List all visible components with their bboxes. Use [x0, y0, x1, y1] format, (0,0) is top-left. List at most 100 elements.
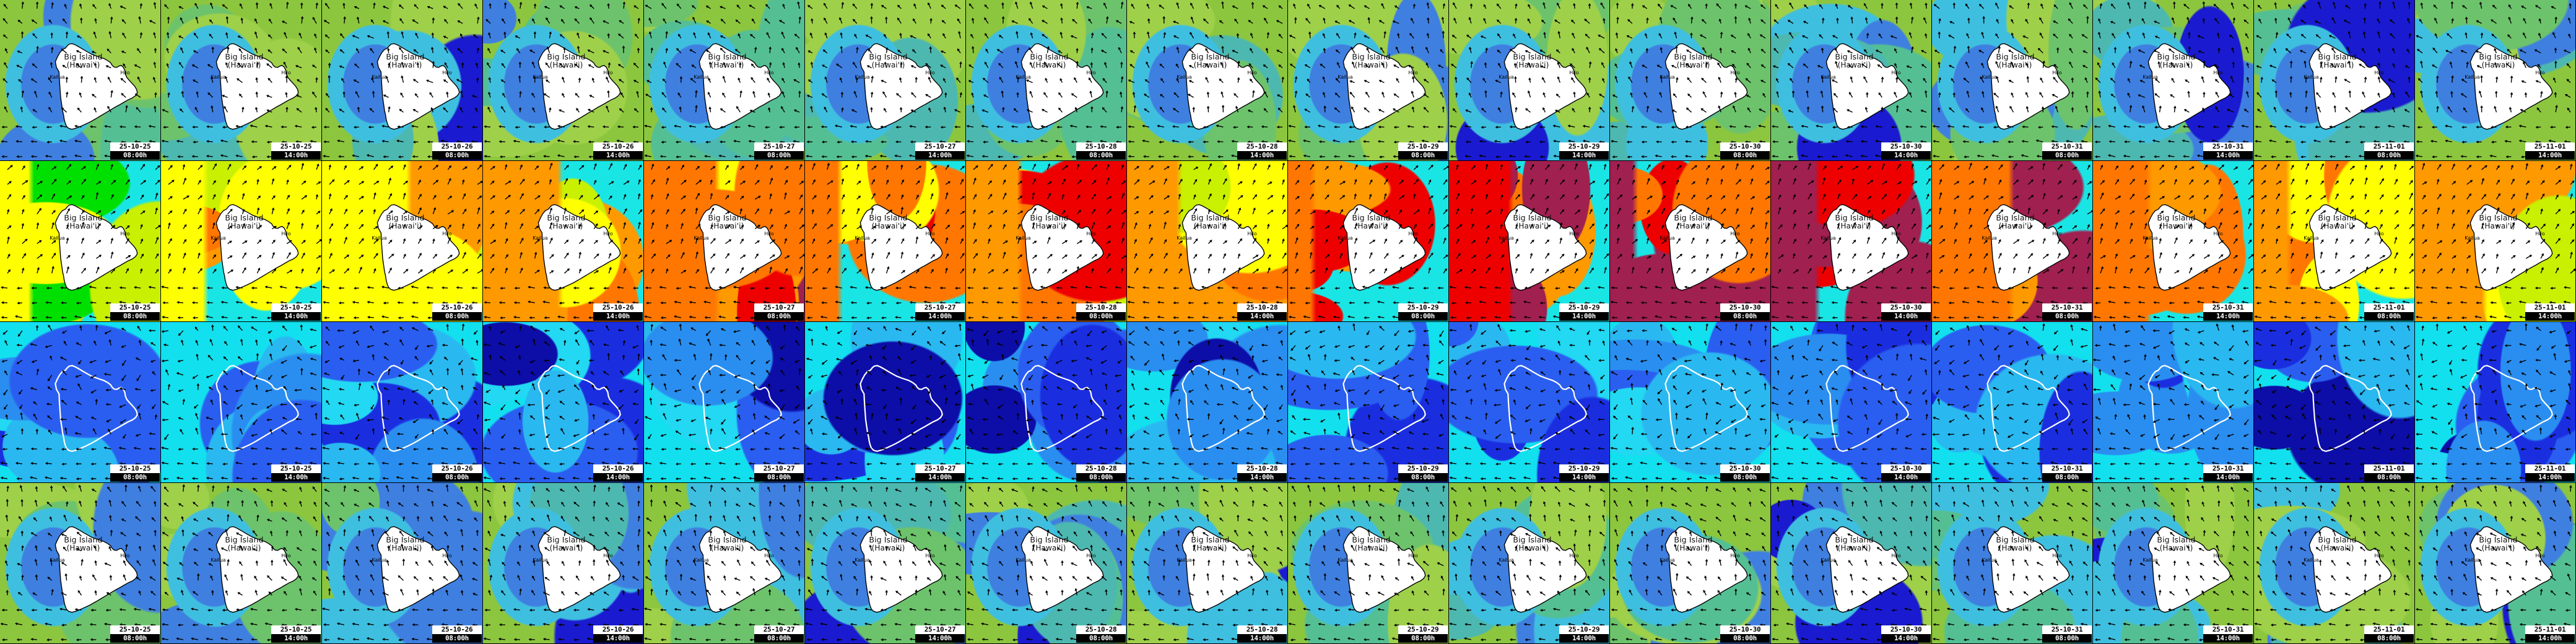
- forecast-panel[interactable]: 25-10-29 08:00h: [1288, 322, 1449, 483]
- forecast-panel[interactable]: Big Island (Hawai'i) Kailua Hilo 25-10-25 08:…: [0, 483, 161, 644]
- island-outline: [2308, 526, 2392, 613]
- town-label-kailua: Kailua: [855, 235, 869, 241]
- forecast-panel[interactable]: 25-11-01 08:00h: [2254, 322, 2415, 483]
- forecast-panel[interactable]: Big Island (Hawai'i) Kailua Hilo 25-10-29 14:…: [1449, 0, 1610, 161]
- forecast-panel[interactable]: Big Island (Hawai'i) Kailua Hilo 25-11-01 14:…: [2415, 0, 2576, 161]
- timestamp-date: 25-10-26: [432, 625, 482, 634]
- forecast-panel[interactable]: Big Island (Hawai'i) Kailua Hilo 25-10-27 14:…: [805, 483, 966, 644]
- forecast-panel[interactable]: Big Island (Hawai'i) Kailua Hilo 25-11-01 08:…: [2254, 483, 2415, 644]
- forecast-panel[interactable]: Big Island (Hawai'i) Kailua Hilo 25-10-31 08:…: [1932, 0, 2093, 161]
- timestamp-time: 08:00h: [2364, 312, 2414, 321]
- timestamp-stamp: 25-11-01 14:00h: [2525, 142, 2575, 160]
- island-name-label: Big Island (Hawai'i): [2157, 214, 2195, 230]
- forecast-panel[interactable]: Big Island (Hawai'i) Kailua Hilo 25-10-29 08:…: [1288, 483, 1449, 644]
- island-outline: [859, 526, 943, 613]
- forecast-panel[interactable]: 25-11-01 14:00h: [2415, 322, 2576, 483]
- forecast-panel[interactable]: Big Island (Hawai'i) Kailua Hilo 25-11-01 08:…: [2254, 0, 2415, 161]
- timestamp-time: 14:00h: [1237, 634, 1287, 643]
- forecast-panel[interactable]: Big Island (Hawai'i) Kailua Hilo 25-10-28 14:…: [1127, 483, 1288, 644]
- forecast-panel[interactable]: Big Island (Hawai'i) Kailua Hilo 25-10-31 08:…: [1932, 483, 2093, 644]
- town-label-kailua: Kailua: [211, 74, 225, 80]
- forecast-panel[interactable]: 25-10-31 14:00h: [2093, 322, 2254, 483]
- forecast-panel[interactable]: Big Island (Hawai'i) Kailua Hilo 25-10-25 08:…: [0, 161, 161, 322]
- forecast-panel[interactable]: Big Island (Hawai'i) Kailua Hilo 25-10-27 14:…: [805, 0, 966, 161]
- timestamp-stamp: 25-10-25 08:00h: [110, 625, 160, 643]
- forecast-panel[interactable]: Big Island (Hawai'i) Kailua Hilo 25-10-28 08:…: [966, 0, 1127, 161]
- forecast-panel[interactable]: Big Island (Hawai'i) Kailua Hilo 25-10-27 08:…: [644, 483, 805, 644]
- island-outline: [215, 43, 299, 130]
- forecast-panel[interactable]: Big Island (Hawai'i) Kailua Hilo 25-10-29 14:…: [1449, 483, 1610, 644]
- timestamp-stamp: 25-10-27 14:00h: [915, 142, 965, 160]
- timestamp-date: 25-10-25: [271, 625, 321, 634]
- forecast-panel[interactable]: 25-10-27 08:00h: [644, 322, 805, 483]
- island-name-label: Big Island (Hawai'i): [1513, 53, 1551, 69]
- forecast-panel[interactable]: 25-10-28 14:00h: [1127, 322, 1288, 483]
- forecast-panel[interactable]: Big Island (Hawai'i) Kailua Hilo 25-10-30 08:…: [1610, 0, 1771, 161]
- town-label-kailua: Kailua: [1821, 74, 1835, 80]
- forecast-panel[interactable]: Big Island (Hawai'i) Kailua Hilo 25-10-31 14:…: [2093, 0, 2254, 161]
- forecast-panel[interactable]: 25-10-25 08:00h: [0, 322, 161, 483]
- forecast-panel[interactable]: Big Island (Hawai'i) Kailua Hilo 25-10-30 08:…: [1610, 161, 1771, 322]
- timestamp-time: 14:00h: [1237, 151, 1287, 160]
- forecast-panel[interactable]: 25-10-30 08:00h: [1610, 322, 1771, 483]
- forecast-panel[interactable]: Big Island (Hawai'i) Kailua Hilo 25-10-31 14:…: [2093, 483, 2254, 644]
- forecast-panel[interactable]: Big Island (Hawai'i) Kailua Hilo 25-10-29 08:…: [1288, 161, 1449, 322]
- forecast-panel[interactable]: Big Island (Hawai'i) Kailua Hilo 25-10-27 08:…: [644, 161, 805, 322]
- forecast-panel[interactable]: Big Island (Hawai'i) Kailua Hilo 25-10-31 08:…: [1932, 161, 2093, 322]
- town-label-kailua: Kailua: [2143, 557, 2157, 563]
- timestamp-stamp: 25-11-01 14:00h: [2525, 464, 2575, 482]
- island-outline: [2308, 204, 2392, 291]
- forecast-panel[interactable]: Big Island (Hawai'i) Kailua Hilo 25-11-01 08:…: [2254, 161, 2415, 322]
- forecast-panel[interactable]: 25-10-26 08:00h: [322, 322, 483, 483]
- forecast-panel[interactable]: Big Island (Hawai'i) Kailua Hilo 25-10-30 14:…: [1771, 483, 1932, 644]
- forecast-panel[interactable]: Big Island (Hawai'i) Kailua Hilo 25-10-25 14:…: [161, 161, 322, 322]
- timestamp-date: 25-10-29: [1559, 142, 1609, 151]
- town-label-kailua: Kailua: [2465, 235, 2479, 241]
- forecast-panel[interactable]: Big Island (Hawai'i) Kailua Hilo 25-10-26 14:…: [483, 483, 644, 644]
- timestamp-date: 25-10-28: [1237, 625, 1287, 634]
- forecast-panel[interactable]: Big Island (Hawai'i) Kailua Hilo 25-10-25 08:…: [0, 0, 161, 161]
- forecast-panel[interactable]: Big Island (Hawai'i) Kailua Hilo 25-11-01 14:…: [2415, 161, 2576, 322]
- town-label-kailua: Kailua: [372, 235, 386, 241]
- forecast-panel[interactable]: Big Island (Hawai'i) Kailua Hilo 25-10-29 08:…: [1288, 0, 1449, 161]
- forecast-panel[interactable]: Big Island (Hawai'i) Kailua Hilo 25-10-30 14:…: [1771, 161, 1932, 322]
- island-outline: [215, 365, 299, 452]
- timestamp-stamp: 25-10-26 14:00h: [593, 464, 643, 482]
- forecast-panel[interactable]: 25-10-25 14:00h: [161, 322, 322, 483]
- forecast-panel[interactable]: Big Island (Hawai'i) Kailua Hilo 25-10-30 08:…: [1610, 483, 1771, 644]
- forecast-panel[interactable]: Big Island (Hawai'i) Kailua Hilo 25-10-26 08:…: [322, 483, 483, 644]
- forecast-panel[interactable]: Big Island (Hawai'i) Kailua Hilo 25-10-27 08:…: [644, 0, 805, 161]
- forecast-panel[interactable]: Big Island (Hawai'i) Kailua Hilo 25-10-31 14:…: [2093, 161, 2254, 322]
- forecast-panel[interactable]: Big Island (Hawai'i) Kailua Hilo 25-10-28 08:…: [966, 161, 1127, 322]
- town-label-kailua: Kailua: [2465, 557, 2479, 563]
- forecast-panel[interactable]: 25-10-30 14:00h: [1771, 322, 1932, 483]
- forecast-panel[interactable]: Big Island (Hawai'i) Kailua Hilo 25-10-30 14:…: [1771, 0, 1932, 161]
- forecast-panel[interactable]: Big Island (Hawai'i) Kailua Hilo 25-10-25 14:…: [161, 483, 322, 644]
- timestamp-stamp: 25-11-01 08:00h: [2364, 142, 2414, 160]
- forecast-panel[interactable]: 25-10-28 08:00h: [966, 322, 1127, 483]
- timestamp-date: 25-10-25: [110, 142, 160, 151]
- timestamp-time: 08:00h: [110, 634, 160, 643]
- forecast-panel[interactable]: Big Island (Hawai'i) Kailua Hilo 25-10-28 14:…: [1127, 0, 1288, 161]
- forecast-panel[interactable]: 25-10-29 14:00h: [1449, 322, 1610, 483]
- forecast-panel[interactable]: Big Island (Hawai'i) Kailua Hilo 25-10-26 08:…: [322, 161, 483, 322]
- forecast-panel[interactable]: Big Island (Hawai'i) Kailua Hilo 25-10-29 14:…: [1449, 161, 1610, 322]
- forecast-panel[interactable]: Big Island (Hawai'i) Kailua Hilo 25-10-26 14:…: [483, 161, 644, 322]
- forecast-panel[interactable]: 25-10-31 08:00h: [1932, 322, 2093, 483]
- forecast-panel[interactable]: Big Island (Hawai'i) Kailua Hilo 25-10-26 08:…: [322, 0, 483, 161]
- island-name-secondary: (Hawai'i): [1835, 61, 1873, 69]
- forecast-panel[interactable]: Big Island (Hawai'i) Kailua Hilo 25-10-25 14:…: [161, 0, 322, 161]
- timestamp-time: 14:00h: [593, 151, 643, 160]
- forecast-panel[interactable]: Big Island (Hawai'i) Kailua Hilo 25-10-26 14:…: [483, 0, 644, 161]
- forecast-panel[interactable]: Big Island (Hawai'i) Kailua Hilo 25-10-27 14:…: [805, 161, 966, 322]
- timestamp-date: 25-10-30: [1881, 625, 1931, 634]
- town-label-kailua: Kailua: [1177, 557, 1191, 563]
- forecast-panel[interactable]: 25-10-27 14:00h: [805, 322, 966, 483]
- island-outline: [2308, 43, 2392, 130]
- forecast-panel[interactable]: Big Island (Hawai'i) Kailua Hilo 25-10-28 14:…: [1127, 161, 1288, 322]
- forecast-panel[interactable]: 25-10-26 14:00h: [483, 322, 644, 483]
- forecast-panel[interactable]: Big Island (Hawai'i) Kailua Hilo 25-11-01 14:…: [2415, 483, 2576, 644]
- island-outline: [698, 365, 782, 452]
- forecast-panel[interactable]: Big Island (Hawai'i) Kailua Hilo 25-10-28 08:…: [966, 483, 1127, 644]
- town-label-hilo: Hilo: [2213, 553, 2222, 559]
